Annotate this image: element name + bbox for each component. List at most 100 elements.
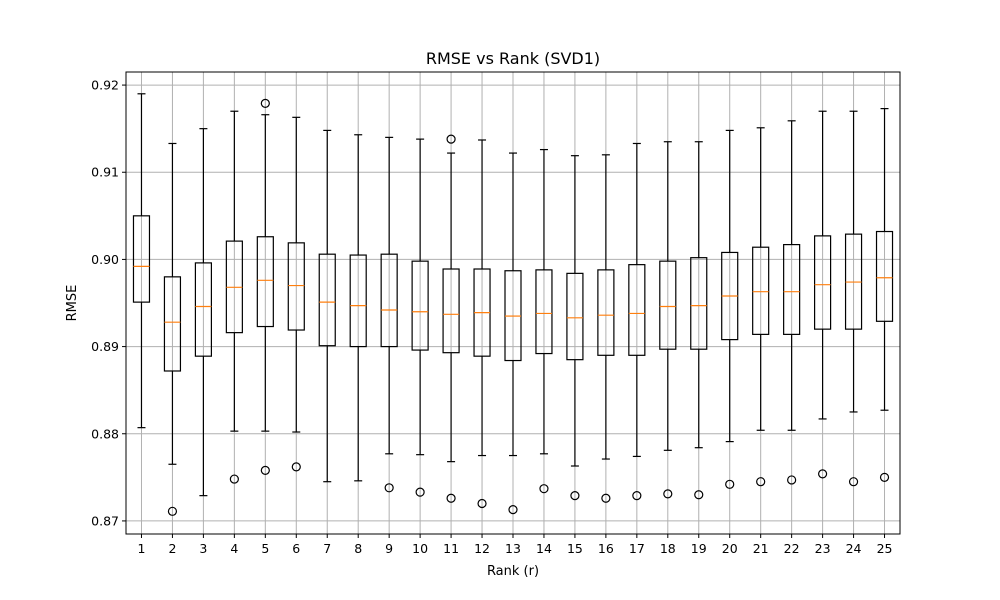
iqr-box <box>875 230 894 322</box>
x-tick-label: 12 <box>474 541 490 556</box>
box-plot-item <box>752 127 770 487</box>
x-tick-label: 21 <box>753 541 769 556</box>
box-plot-item <box>597 154 615 503</box>
outlier-point <box>879 472 890 482</box>
x-tick-label: 20 <box>722 541 738 556</box>
box-plot-item <box>659 141 677 499</box>
chart-title: RMSE vs Rank (SVD1) <box>426 49 600 68</box>
iqr-box <box>659 260 677 350</box>
y-axis-label: RMSE <box>65 285 80 322</box>
y-axis: 0.87 0.88 0.89 0.90 0.91 0.92 <box>91 78 126 528</box>
box-plot-item <box>875 108 894 482</box>
iqr-box <box>535 269 553 355</box>
iqr-box <box>690 257 708 350</box>
x-tick-label: 5 <box>261 541 269 556</box>
outlier-point <box>260 465 270 475</box>
box-plot-item <box>225 110 243 484</box>
outlier-point <box>632 491 642 501</box>
outlier-point <box>446 493 456 503</box>
outlier-point <box>229 474 239 484</box>
iqr-box <box>566 272 584 361</box>
y-tick-label: 0.92 <box>91 78 119 93</box>
x-axis-label: Rank (r) <box>487 564 539 579</box>
outlier-point <box>787 475 797 485</box>
box-plot-item <box>256 98 274 475</box>
iqr-box <box>752 246 770 335</box>
outlier-point <box>601 493 611 503</box>
x-tick-label: 1 <box>138 541 146 556</box>
x-tick-label: 13 <box>505 541 521 556</box>
iqr-box <box>597 269 615 356</box>
y-tick-label: 0.89 <box>91 339 119 354</box>
x-tick-label: 23 <box>815 541 831 556</box>
x-tick-label: 24 <box>846 541 862 556</box>
x-tick-label: 2 <box>168 541 176 556</box>
outlier-point <box>725 479 735 489</box>
outlier-point <box>260 98 270 108</box>
box-plot-item <box>380 136 398 493</box>
iqr-box <box>349 254 367 348</box>
x-tick-label: 19 <box>691 541 707 556</box>
x-tick-label: 18 <box>660 541 676 556</box>
outlier-point <box>539 484 549 494</box>
box-plot-item <box>566 155 584 501</box>
outlier-point <box>663 489 673 499</box>
iqr-box <box>442 268 460 354</box>
x-tick-label: 4 <box>230 541 238 556</box>
y-tick-label: 0.87 <box>91 513 119 528</box>
x-tick-label: 10 <box>412 541 428 556</box>
x-tick-label: 22 <box>784 541 800 556</box>
box-plot-item <box>690 141 708 500</box>
box-plot-item <box>194 128 212 497</box>
x-tick-label: 9 <box>385 541 393 556</box>
box-plot-item <box>813 110 832 479</box>
x-axis: 1 2 3 4 5 6 7 8 9 10 11 12 13 14 15 16 17 18 19 20 21 22 23 24 2… <box>138 534 893 556</box>
outlier-point <box>848 477 859 487</box>
iqr-box <box>783 243 801 335</box>
y-tick-label: 0.90 <box>91 252 119 267</box>
iqr-box <box>194 262 212 357</box>
x-tick-label: 15 <box>567 541 583 556</box>
y-tick-label: 0.91 <box>91 165 119 180</box>
x-tick-label: 8 <box>354 541 362 556</box>
x-tick-label: 11 <box>443 541 459 556</box>
iqr-box <box>287 242 305 331</box>
outlier-point <box>817 469 828 479</box>
outlier-point <box>291 462 301 472</box>
box-plot-item <box>844 110 863 487</box>
outlier-point <box>446 134 456 144</box>
x-tick-label: 7 <box>323 541 331 556</box>
iqr-box <box>628 264 646 356</box>
iqr-box <box>318 253 336 347</box>
iqr-box <box>411 260 429 351</box>
outlier-point <box>384 483 394 493</box>
iqr-box <box>163 276 182 372</box>
box-plot-item <box>287 116 305 472</box>
box-plot-item <box>163 142 182 516</box>
box-plot-item <box>132 93 151 429</box>
iqr-box <box>380 253 398 348</box>
box-plot-item <box>721 129 739 489</box>
outlier-point <box>508 504 518 515</box>
box-plot-item <box>628 142 646 501</box>
box-plot-item <box>442 134 460 503</box>
box-plot-item <box>504 152 522 515</box>
y-tick-label: 0.88 <box>91 426 119 441</box>
iqr-box <box>813 235 832 330</box>
x-tick-label: 25 <box>877 541 893 556</box>
box-plot-item <box>783 120 801 485</box>
outlier-point <box>415 487 425 497</box>
outlier-point <box>477 498 487 509</box>
box-series <box>132 93 894 516</box>
outlier-point <box>694 490 704 500</box>
outlier-point <box>570 491 580 501</box>
outlier-point <box>756 477 766 487</box>
x-tick-label: 16 <box>598 541 614 556</box>
x-tick-label: 14 <box>536 541 552 556</box>
box-plot-item <box>318 129 336 483</box>
box-plot-item <box>473 139 491 509</box>
x-tick-label: 3 <box>199 541 207 556</box>
box-plot-item <box>411 138 429 497</box>
box-plot-item <box>535 148 553 494</box>
x-tick-label: 17 <box>629 541 645 556</box>
